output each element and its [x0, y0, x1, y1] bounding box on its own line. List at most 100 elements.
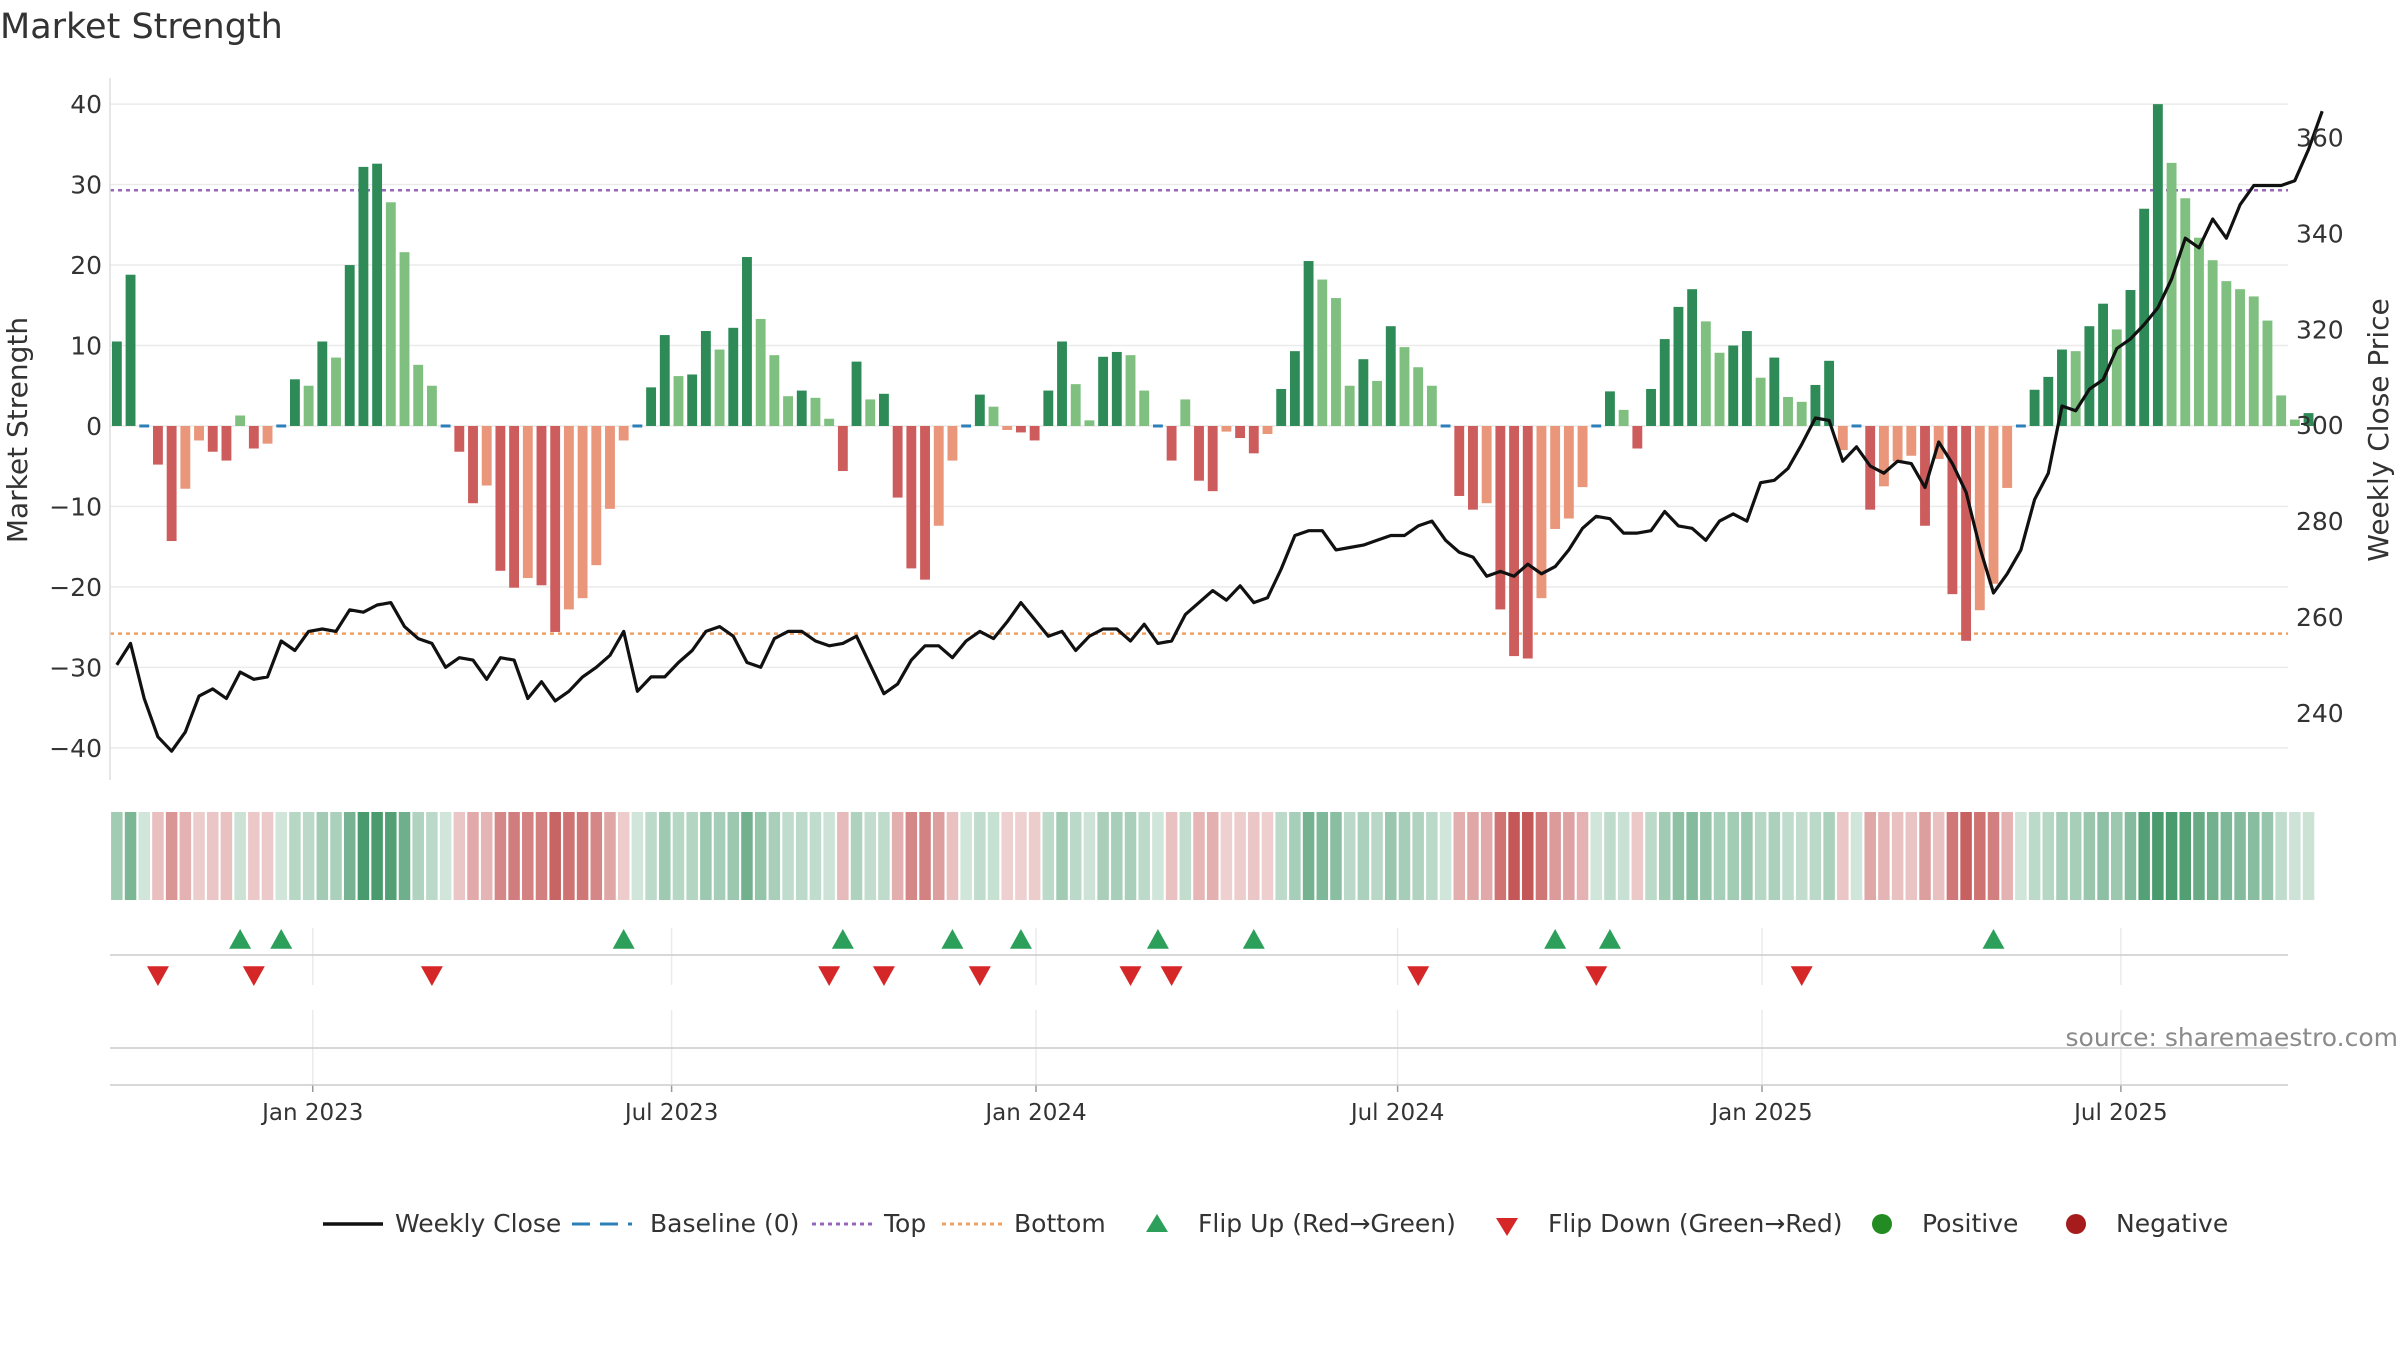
heat-cell — [248, 812, 260, 900]
legend: Weekly Close Baseline (0) Top Bottom Flip Up… — [323, 1209, 2228, 1238]
legend-label: Baseline (0) — [650, 1209, 799, 1238]
heat-cell — [1891, 812, 1904, 900]
strength-bar-positive — [796, 390, 807, 426]
strength-bar-positive — [2221, 281, 2232, 426]
heat-cell — [2001, 812, 2013, 900]
strength-bar-negative — [153, 425, 163, 465]
heat-cell — [1795, 812, 1808, 900]
strength-bar-negative — [1029, 425, 1040, 441]
heat-cell — [1426, 812, 1438, 900]
date-tick-label: Jan 2025 — [1709, 1100, 1812, 1126]
strength-bar-positive — [714, 349, 725, 426]
heat-cell — [932, 812, 945, 900]
heat-cell — [371, 812, 383, 900]
heat-cell — [1508, 812, 1520, 900]
heat-cell — [864, 812, 876, 900]
heat-cell — [1878, 812, 1890, 900]
strength-bar-positive — [974, 394, 985, 426]
heat-cell — [1713, 812, 1726, 900]
strength-bar-positive — [742, 257, 752, 426]
legend-label: Flip Up (Red→Green) — [1198, 1209, 1456, 1238]
strength-bar-negative — [1207, 425, 1218, 492]
heat-cell — [1549, 812, 1561, 900]
heat-cell — [796, 812, 808, 900]
heat-cell — [2152, 812, 2164, 900]
strength-bar-positive — [1824, 360, 1835, 426]
strength-bar-positive — [646, 387, 657, 426]
strength-bar-positive — [1700, 321, 1711, 426]
flip-down-marker — [146, 966, 169, 986]
strength-bar-positive — [1303, 261, 1314, 426]
heat-cell — [590, 812, 603, 900]
heat-cell — [700, 812, 712, 900]
right-tick-label: 360 — [2296, 124, 2344, 153]
heat-cell — [2248, 812, 2260, 900]
flip-down-marker — [1790, 966, 1813, 986]
heat-cell — [631, 812, 644, 900]
heat-cell — [152, 812, 164, 900]
heat-cell — [1932, 812, 1945, 900]
heat-cell — [330, 812, 342, 900]
strength-bar-negative — [495, 425, 506, 571]
left-tick-label: 0 — [86, 412, 102, 441]
strength-bar-positive — [2043, 376, 2054, 426]
heat-cell — [2179, 812, 2192, 900]
heat-cell — [768, 812, 781, 900]
strength-bar-positive — [1057, 341, 1067, 426]
strength-bar-positive — [1289, 351, 1300, 426]
heat-cell — [1754, 812, 1767, 900]
strength-bar-positive — [1796, 401, 1807, 426]
strength-bar-positive — [1646, 388, 1656, 426]
strength-bar-negative — [1495, 425, 1506, 610]
left-tick-label: −30 — [49, 653, 102, 682]
heat-cell — [453, 812, 466, 900]
heat-cell — [1919, 812, 1931, 900]
heat-cell — [1960, 812, 1972, 900]
heat-cell — [1056, 812, 1068, 900]
strength-bar-negative — [1974, 425, 1985, 611]
heat-cell — [2165, 812, 2178, 900]
heat-cell — [1001, 812, 1013, 900]
heat-cell — [1837, 812, 1849, 900]
strength-bar-negative — [1522, 425, 1533, 659]
strength-bar-positive — [1331, 298, 1341, 426]
heat-cell — [508, 812, 520, 900]
legend-label: Bottom — [1014, 1209, 1106, 1238]
flip-down-marker — [818, 966, 841, 986]
strength-bar-positive — [2194, 237, 2204, 426]
strength-bar-positive — [1769, 357, 1780, 426]
heat-cell — [549, 812, 561, 900]
heat-cell — [919, 812, 931, 900]
weekly-close-line — [115, 110, 2324, 753]
heat-cell — [2097, 812, 2109, 900]
strength-bar-negative — [618, 425, 629, 441]
strength-bar-negative — [591, 425, 602, 566]
strength-bar-positive — [235, 415, 246, 426]
strength-bar-positive — [2125, 290, 2136, 426]
strength-bar-negative — [522, 425, 533, 579]
heat-cell — [563, 812, 575, 900]
heat-cell — [1987, 812, 2000, 900]
heat-cell — [302, 812, 315, 900]
strength-bar-positive — [1372, 380, 1383, 426]
strength-bar-negative — [221, 425, 232, 461]
legend-swatch-flip-down — [1496, 1218, 1518, 1236]
strength-bar-negative — [933, 425, 944, 526]
heat-cell — [343, 812, 356, 900]
strength-bar-positive — [1728, 345, 1739, 426]
heat-cell — [672, 812, 685, 900]
heat-cell — [357, 812, 370, 900]
heat-cell — [1152, 812, 1164, 900]
heat-cell — [2206, 812, 2219, 900]
heat-cell — [987, 812, 1000, 900]
date-tick-label: Jul 2024 — [1349, 1100, 1445, 1126]
strength-bar-positive — [1358, 359, 1369, 426]
heat-cell — [1097, 812, 1109, 900]
heat-cell — [494, 812, 507, 900]
strength-bar-positive — [2152, 104, 2163, 426]
strength-bar-positive — [2057, 349, 2067, 426]
heat-cell — [1261, 812, 1274, 900]
strength-bar-negative — [1550, 425, 1561, 529]
left-tick-label: 20 — [70, 251, 102, 280]
